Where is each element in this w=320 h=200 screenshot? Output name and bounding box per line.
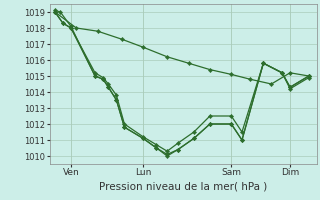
X-axis label: Pression niveau de la mer( hPa ): Pression niveau de la mer( hPa ) xyxy=(99,181,267,191)
